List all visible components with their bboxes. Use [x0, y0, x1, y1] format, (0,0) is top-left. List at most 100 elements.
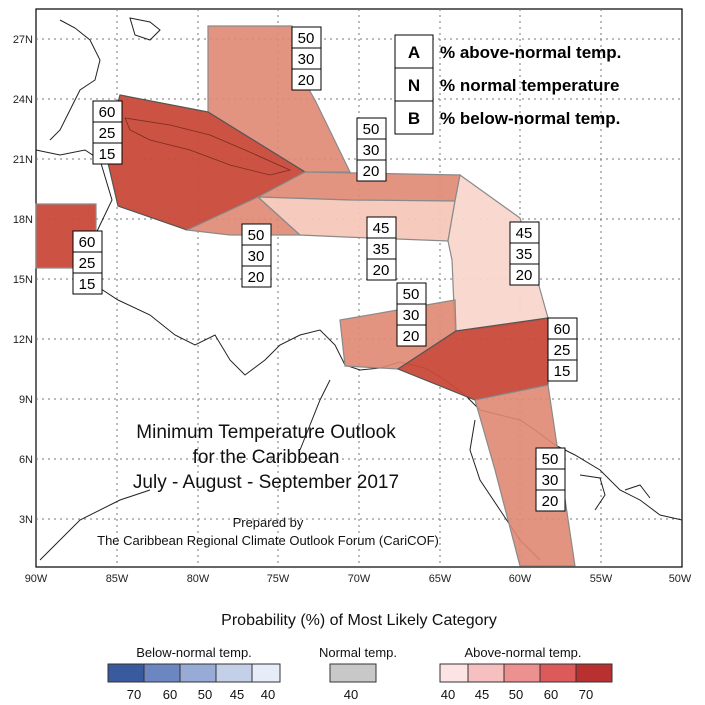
above-value: 50: [542, 451, 559, 468]
normal-value: 30: [363, 142, 380, 159]
normal-value: 25: [79, 255, 96, 272]
above-value: 45: [373, 220, 390, 237]
lon-label: 90W: [25, 573, 48, 585]
swatch-above-40: [439, 663, 469, 683]
lon-label: 80W: [187, 573, 210, 585]
above-value: 45: [516, 225, 533, 242]
scale-below-label: Below-normal temp.: [136, 645, 252, 660]
stack-leeward-islands: 45 35 20: [509, 221, 540, 286]
scale-below: Below-normal temp. 70 60 50 45 40: [107, 645, 281, 702]
normal-value: 30: [298, 51, 315, 68]
normal-value: 30: [403, 307, 420, 324]
tick-above: 60: [544, 687, 558, 702]
key-text-normal: % normal temperature: [440, 76, 620, 95]
lat-label: 3N: [19, 514, 33, 526]
swatch-below-45: [215, 663, 253, 683]
normal-value: 25: [554, 342, 571, 359]
scale-normal: Normal temp. 40: [319, 645, 397, 702]
category-key: A N B % above-normal temp. % normal temp…: [394, 34, 621, 135]
tick-above: 45: [475, 687, 489, 702]
key-code-normal: N: [408, 76, 420, 95]
map-title: Minimum Temperature Outlook for the Cari…: [97, 422, 439, 548]
lat-label: 24N: [13, 94, 33, 106]
below-value: 20: [298, 72, 315, 89]
below-value: 20: [248, 269, 265, 286]
lat-labels: 27N 24N 21N 18N 15N 12N 9N 6N 3N: [13, 34, 33, 526]
stack-guianas: 50 30 20: [535, 447, 566, 512]
tick-above: 70: [579, 687, 593, 702]
below-value: 20: [542, 493, 559, 510]
lat-label: 18N: [13, 214, 33, 226]
normal-value: 35: [373, 241, 390, 258]
below-value: 20: [363, 163, 380, 180]
lat-label: 21N: [13, 154, 33, 166]
below-value: 20: [373, 262, 390, 279]
above-value: 50: [363, 121, 380, 138]
scale-title: Probability (%) of Most Likely Category: [221, 612, 497, 629]
normal-value: 25: [99, 125, 116, 142]
lat-label: 9N: [19, 394, 33, 406]
title-line-2: for the Caribbean: [193, 447, 340, 468]
lat-label: 6N: [19, 454, 33, 466]
below-value: 20: [516, 267, 533, 284]
below-value: 20: [403, 328, 420, 345]
probability-stacks: 50 30 20 60 25 15 60 25 15 50 30 20: [72, 26, 578, 512]
tick-above: 40: [441, 687, 455, 702]
swatch-above-60: [539, 663, 577, 683]
lon-label: 55W: [590, 573, 613, 585]
tick-below: 60: [163, 687, 177, 702]
lon-label: 75W: [267, 573, 290, 585]
stack-hispaniola-south: 45 35 20: [366, 216, 397, 281]
swatch-normal-40: [329, 663, 377, 683]
credit-line-2: The Caribbean Regional Climate Outlook F…: [97, 533, 439, 548]
scale-above-label: Above-normal temp.: [464, 645, 581, 660]
above-value: 60: [79, 234, 96, 251]
above-value: 50: [403, 286, 420, 303]
swatch-above-70: [575, 663, 613, 683]
tick-below: 70: [127, 687, 141, 702]
title-line-3: July - August - September 2017: [133, 472, 399, 493]
above-value: 60: [554, 321, 571, 338]
below-value: 15: [79, 276, 96, 293]
scale-above: Above-normal temp. 40 45 50 60 70: [439, 645, 613, 702]
lon-label: 70W: [348, 573, 371, 585]
credit-line-1: Prepared by: [233, 515, 304, 530]
normal-value: 30: [542, 472, 559, 489]
below-value: 15: [554, 363, 571, 380]
stack-belize: 60 25 15: [72, 230, 103, 295]
swatch-above-45: [467, 663, 505, 683]
swatch-below-50: [179, 663, 217, 683]
above-value: 60: [99, 104, 116, 121]
scale-normal-label: Normal temp.: [319, 645, 397, 660]
stack-western-cuba-caymans: 60 25 15: [92, 100, 123, 165]
key-code-above: A: [408, 43, 420, 62]
below-value: 15: [99, 146, 116, 163]
key-code-below: B: [408, 109, 420, 128]
swatch-below-40: [251, 663, 281, 683]
stack-abc-islands: 50 30 20: [396, 282, 427, 347]
swatch-above-50: [503, 663, 541, 683]
above-value: 50: [248, 227, 265, 244]
tick-above: 50: [509, 687, 523, 702]
lat-label: 12N: [13, 334, 33, 346]
normal-value: 35: [516, 246, 533, 263]
lon-label: 50W: [669, 573, 692, 585]
key-text-above: % above-normal temp.: [440, 43, 621, 62]
tick-below: 45: [230, 687, 244, 702]
lat-label: 27N: [13, 34, 33, 46]
tick-below: 40: [261, 687, 275, 702]
lat-label: 15N: [13, 274, 33, 286]
lon-label: 85W: [106, 573, 129, 585]
tick-normal: 40: [344, 687, 358, 702]
lon-label: 65W: [429, 573, 452, 585]
swatch-below-60: [143, 663, 181, 683]
stack-trinidad-tobago: 60 25 15: [547, 317, 578, 382]
lon-label: 60W: [509, 573, 532, 585]
title-line-1: Minimum Temperature Outlook: [136, 422, 396, 443]
lon-labels: 90W 85W 80W 75W 70W 65W 60W 55W 50W: [25, 573, 692, 585]
outlook-regions: [35, 25, 576, 567]
above-value: 50: [298, 30, 315, 47]
stack-hispaniola-north: 50 30 20: [356, 117, 387, 182]
region-guianas: [474, 384, 576, 567]
